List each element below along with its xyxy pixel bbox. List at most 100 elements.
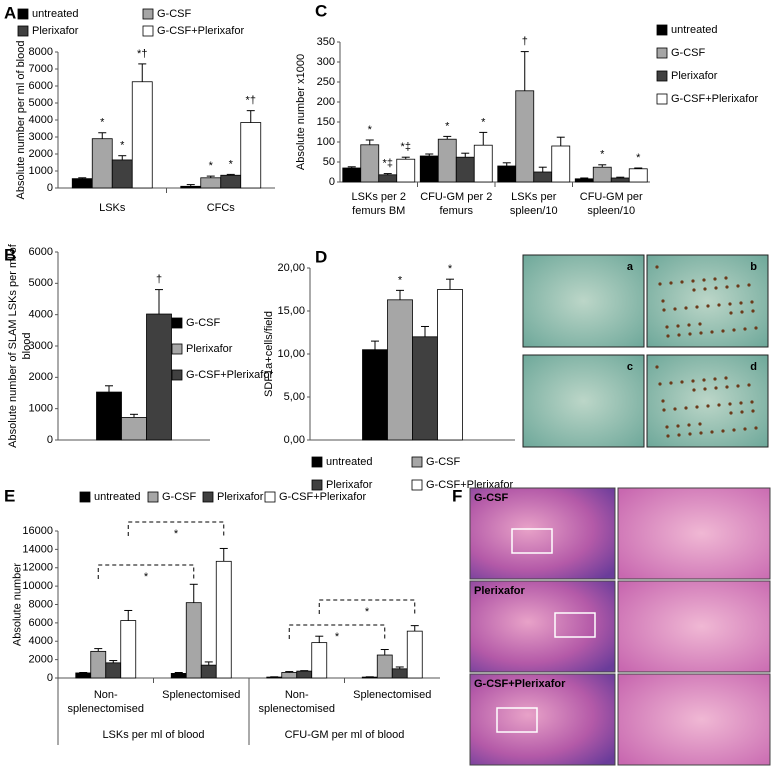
legend-label: untreated xyxy=(32,8,78,20)
y-tick-label: 2000 xyxy=(29,371,53,383)
bar xyxy=(170,673,187,679)
significance-label: *† xyxy=(246,95,256,107)
legend-swatch xyxy=(202,491,214,503)
bar xyxy=(240,122,262,189)
error-bar xyxy=(219,547,228,562)
bar xyxy=(387,299,413,441)
zoom-box xyxy=(496,707,538,733)
stain-dot xyxy=(702,378,706,382)
bar xyxy=(105,662,122,679)
stain-dot xyxy=(713,277,717,281)
bar xyxy=(610,177,630,183)
bar xyxy=(96,391,122,441)
stain-dot xyxy=(725,385,729,389)
x-tick-label-box: Non-splenectomised xyxy=(68,689,144,715)
stain-dot xyxy=(661,399,665,403)
stain-dot xyxy=(724,376,728,380)
y-tick-label: 6000 xyxy=(29,246,53,258)
stain-dot xyxy=(680,380,684,384)
significance-label: *† xyxy=(137,48,147,60)
x-tick-label: LSKs xyxy=(99,202,126,214)
stain-dot xyxy=(673,407,677,411)
legend-label: G-CSF xyxy=(162,491,197,503)
error-bar xyxy=(109,660,118,663)
stain-dot xyxy=(740,310,744,314)
bar xyxy=(378,174,398,183)
significance-label: * xyxy=(600,149,605,161)
zoom-box xyxy=(511,528,553,554)
error-bar xyxy=(105,385,113,393)
histology-image xyxy=(469,580,616,673)
error-bar xyxy=(396,289,404,300)
stain-dot xyxy=(676,424,680,428)
stain-dot xyxy=(739,301,743,305)
y-tick-label: 5000 xyxy=(29,277,53,289)
bar xyxy=(185,602,202,679)
y-tick-label: 2000 xyxy=(29,654,53,666)
x-tick-label: LSKs per spleen/10 xyxy=(509,191,558,217)
x-tick-label: LSKs per 2 femurs BM xyxy=(351,191,406,217)
bar xyxy=(146,313,172,441)
error-bar xyxy=(174,671,183,674)
comparison-label: * xyxy=(144,571,149,583)
y-axis-label: Absolute number per ml of blood xyxy=(15,40,27,200)
panel-letter: D xyxy=(315,247,327,266)
histology-label: Plerixafor xyxy=(474,585,525,597)
bar xyxy=(437,289,463,441)
error-bar xyxy=(285,671,294,673)
x-tick-label-box: LSKs per spleen/10 xyxy=(509,191,558,217)
stain-dot xyxy=(717,303,721,307)
stain-dot xyxy=(706,404,710,408)
legend-swatch xyxy=(17,8,29,20)
legend-swatch xyxy=(171,369,183,381)
y-tick-label: 0,00 xyxy=(284,434,305,446)
y-axis-label: Absolute number xyxy=(11,562,23,647)
legend-label: Plerixafor xyxy=(217,491,264,503)
comparison-bracket xyxy=(127,521,225,536)
bar xyxy=(592,166,612,183)
bar xyxy=(91,138,113,189)
significance-label: * xyxy=(448,263,453,275)
error-bar xyxy=(78,177,87,179)
legend-label: G-CSF+Plerixafor xyxy=(157,25,244,37)
histology-zoom xyxy=(617,673,771,766)
y-tick-label: 6000 xyxy=(29,80,53,92)
y-tick-label: 300 xyxy=(317,56,335,68)
comparison-bracket xyxy=(97,564,195,579)
y-tick-label: 5000 xyxy=(29,97,53,109)
error-bar xyxy=(446,278,454,290)
bar xyxy=(515,90,535,183)
micrograph-label: d xyxy=(750,361,757,373)
legend-label: G-CSF xyxy=(426,456,461,468)
y-axis-label: Absolute number x1000 xyxy=(295,53,307,171)
legend-swatch xyxy=(17,25,29,37)
error-bar xyxy=(347,166,356,168)
significance-label: *‡ xyxy=(401,141,411,153)
y-tick-label: 7000 xyxy=(29,63,53,75)
bar xyxy=(220,174,242,189)
bar xyxy=(120,620,137,679)
stain-dot xyxy=(688,332,692,336)
legend-swatch xyxy=(79,491,91,503)
comparison-label: * xyxy=(335,631,340,643)
legend-label: Plerixafor xyxy=(671,70,718,82)
x-tick-label: Splenectomised xyxy=(162,689,241,701)
bar xyxy=(437,138,457,183)
group-label: CFU-GM per ml of blood xyxy=(285,729,405,741)
y-axis-label: SDF1a+cells/field xyxy=(263,311,275,397)
error-bar xyxy=(395,666,404,669)
stain-dot xyxy=(713,377,717,381)
micrograph-label: a xyxy=(627,261,634,273)
histology-label: G-CSF xyxy=(474,492,509,504)
legend-label: untreated xyxy=(671,24,717,36)
stain-dot xyxy=(688,432,692,436)
stain-dot xyxy=(751,409,755,413)
error-bar xyxy=(186,184,195,187)
stain-dot xyxy=(732,328,736,332)
error-bar xyxy=(206,175,215,178)
stain-dot xyxy=(666,334,670,338)
stain-dot xyxy=(724,276,728,280)
stain-dot xyxy=(687,423,691,427)
y-tick-label: 0 xyxy=(47,434,53,446)
bar xyxy=(180,185,202,189)
